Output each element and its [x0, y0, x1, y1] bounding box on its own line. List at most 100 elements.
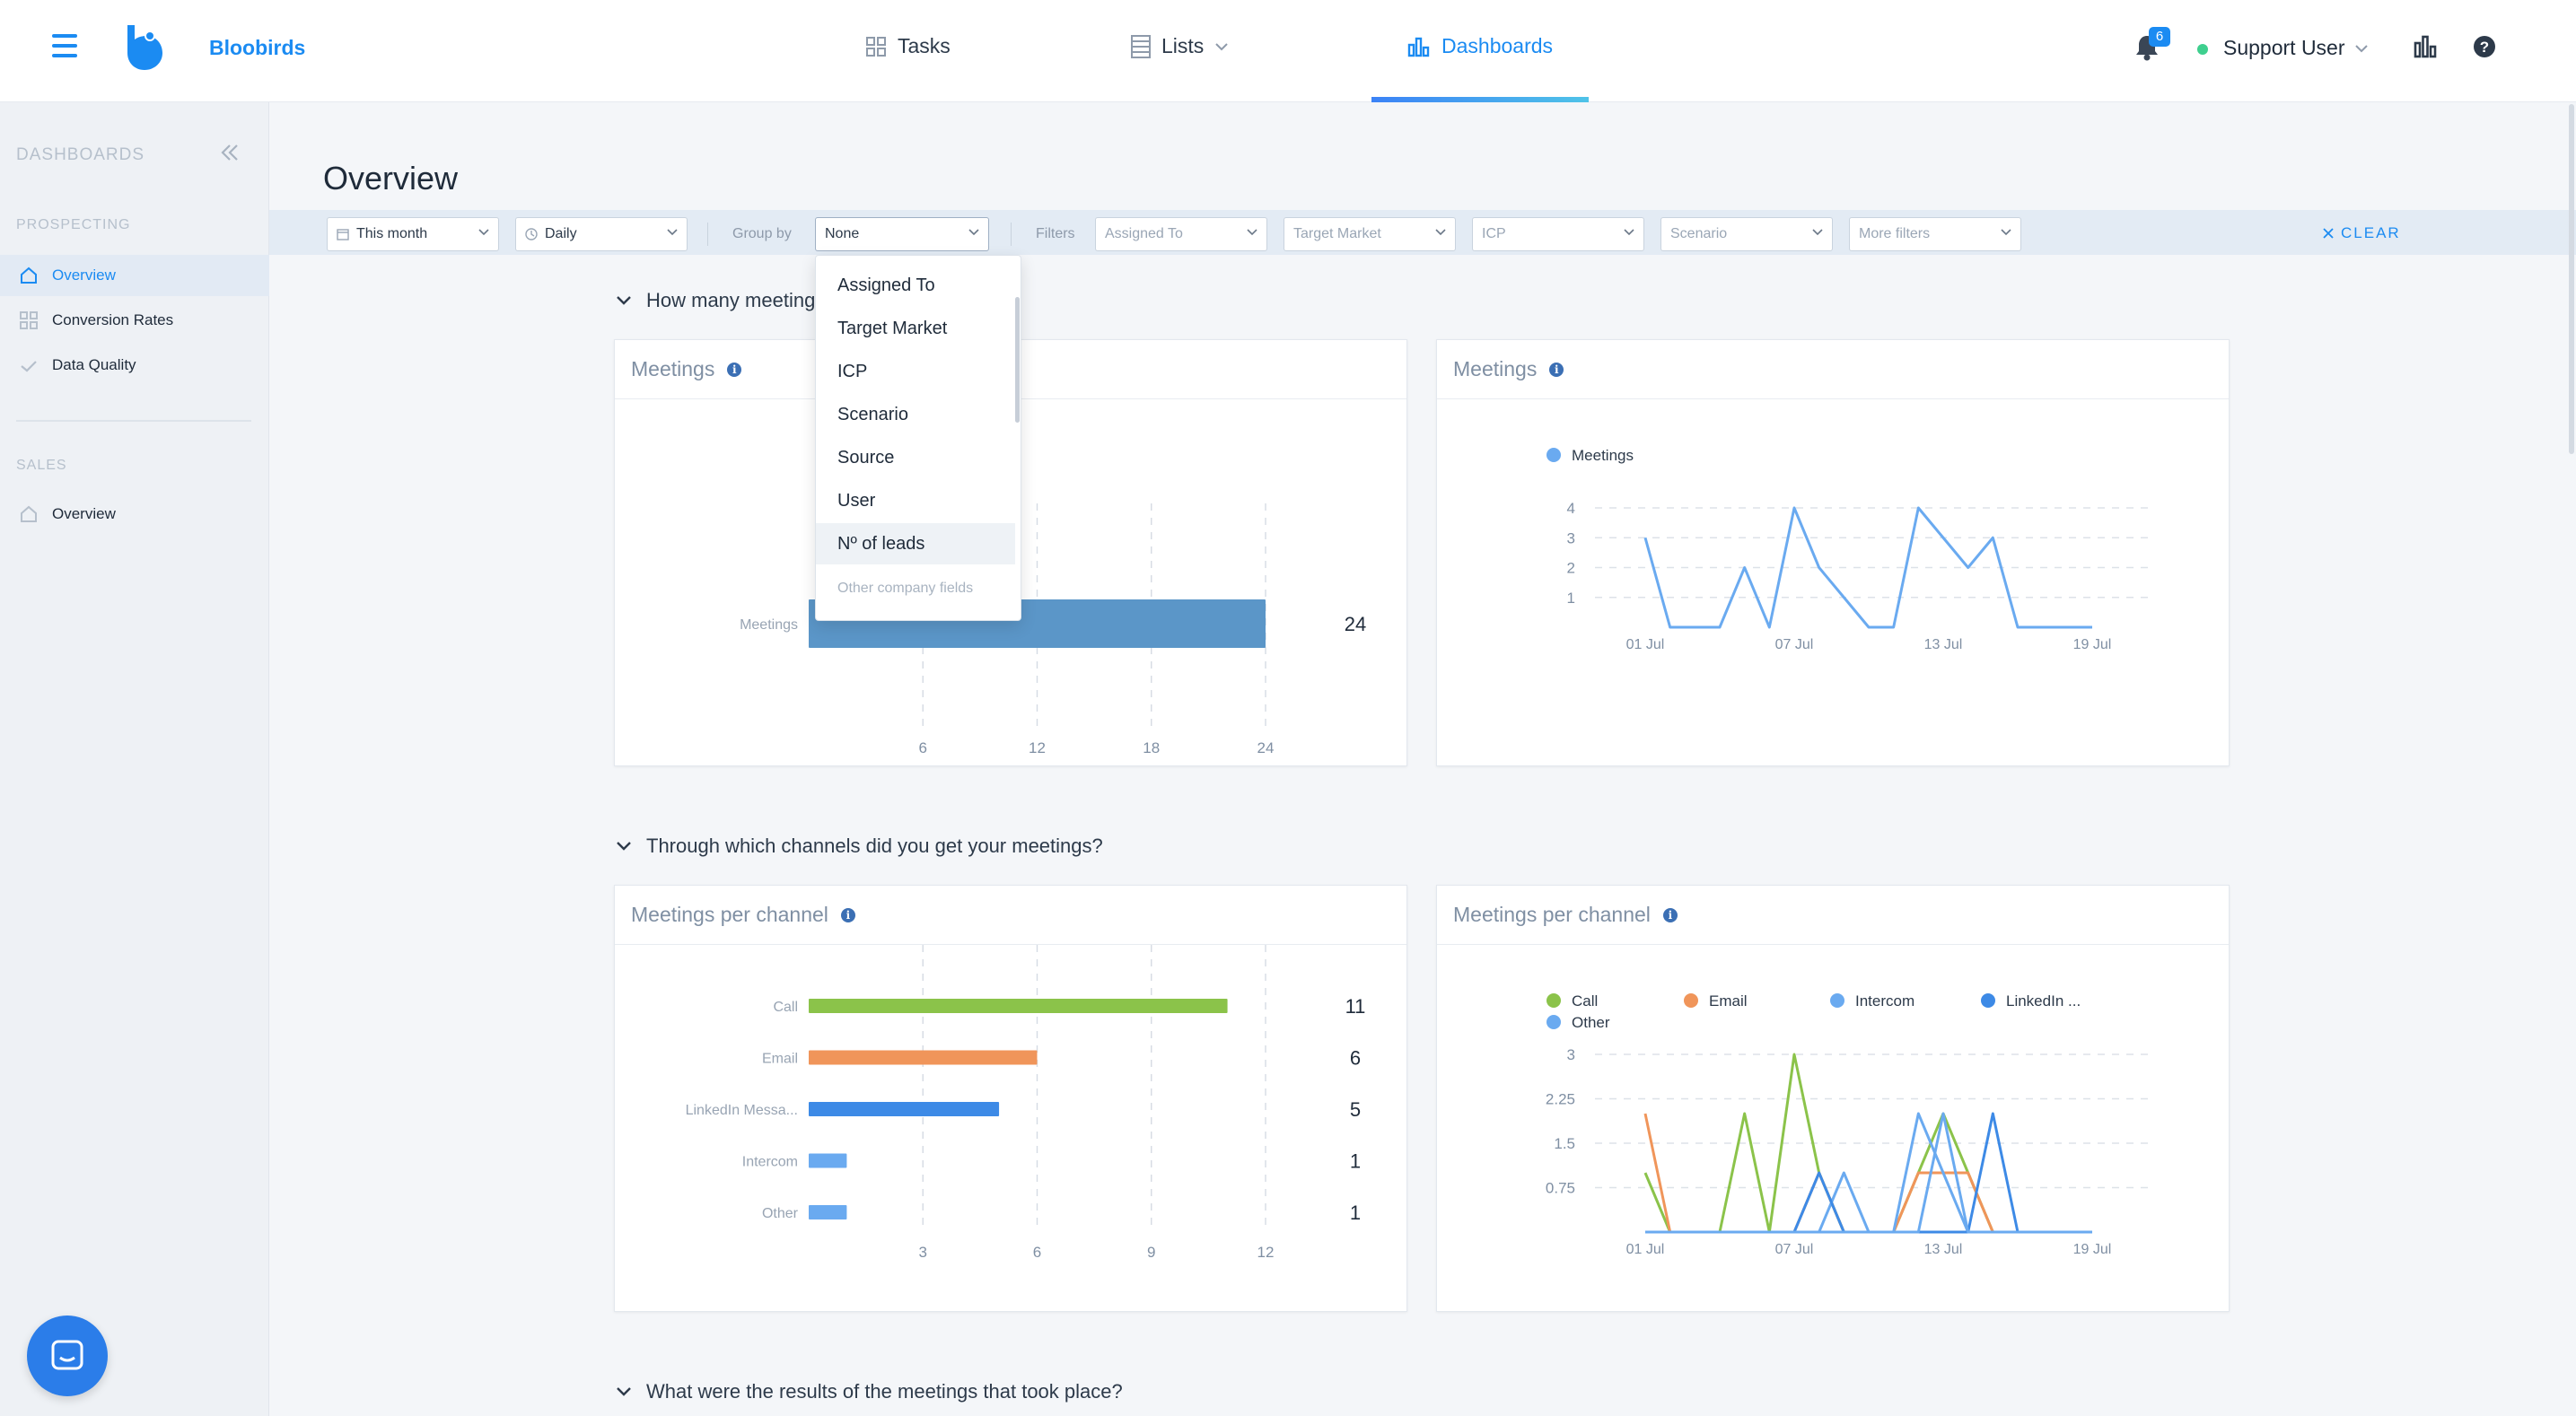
series-line-linkedin: [1645, 1112, 2092, 1234]
sidebar-item-data-quality[interactable]: Data Quality: [0, 345, 269, 386]
dropdown-option[interactable]: Source: [837, 447, 895, 468]
nav-tasks-label: Tasks: [898, 34, 951, 57]
svg-text:?: ?: [2480, 39, 2489, 56]
sidebar-section-prospecting: PROSPECTING: [16, 217, 131, 232]
info-icon[interactable]: i: [1549, 362, 1564, 377]
home-icon: [21, 505, 37, 522]
bar-chart-icon: [1407, 37, 1430, 57]
dropdown-option[interactable]: User: [837, 490, 876, 511]
sidebar-item-sales-overview[interactable]: Overview: [0, 494, 269, 535]
clear-filters-button[interactable]: CLEAR: [2323, 224, 2401, 242]
bloobirds-logo[interactable]: [126, 25, 163, 74]
card-header: Meetings per channel i: [615, 886, 1406, 945]
assigned-to-placeholder: Assigned To: [1105, 226, 1183, 241]
dropdown-option[interactable]: ICP: [837, 361, 868, 381]
info-icon[interactable]: i: [840, 907, 855, 922]
nav-lists[interactable]: Lists: [1131, 34, 1229, 58]
y-tick-label: 2: [1567, 560, 1575, 577]
scenario-placeholder: Scenario: [1670, 226, 1728, 241]
icp-placeholder: ICP: [1482, 226, 1506, 241]
nav-dashboards-label: Dashboards: [1441, 34, 1554, 57]
sidebar-title: DASHBOARDS: [16, 145, 145, 164]
icp-filter[interactable]: ICP: [1472, 217, 1644, 251]
legend-label: Intercom: [1855, 992, 1914, 1010]
legend-label: Email: [1709, 992, 1748, 1010]
y-tick-label: 1.5: [1554, 1135, 1575, 1152]
page-scrollbar[interactable]: [2569, 104, 2574, 454]
notification-badge: 6: [2149, 27, 2170, 47]
dropdown-scrollbar[interactable]: [1015, 297, 1020, 423]
group-by-value: None: [825, 226, 860, 241]
dropdown-option[interactable]: Assigned To: [837, 275, 935, 295]
section-toggle-meetings[interactable]: How many meetings: [616, 289, 825, 312]
nav-lists-label: Lists: [1161, 34, 1205, 57]
legend-marker: [1546, 993, 1561, 1008]
collapse-sidebar-icon[interactable]: [219, 142, 241, 168]
info-icon[interactable]: i: [727, 362, 742, 377]
x-tick-label: 13 Jul: [1924, 637, 1963, 652]
x-tick-label: 9: [1147, 1244, 1155, 1261]
group-by-select[interactable]: None: [815, 217, 989, 251]
section-toggle-results[interactable]: What were the results of the meetings th…: [616, 1380, 1123, 1403]
more-filters-placeholder: More filters: [1859, 226, 1931, 241]
date-range-select[interactable]: This month: [327, 217, 499, 251]
card-header: Meetings i: [1437, 340, 2229, 399]
y-tick-label: 3: [1567, 1046, 1575, 1063]
sidebar-item-label: Overview: [52, 505, 116, 522]
sidebar-item-label: Overview: [52, 267, 116, 284]
calendar-icon: [337, 229, 349, 240]
group-by-dropdown: Assigned To Target Market ICP Scenario S…: [815, 255, 1021, 621]
dropdown-option[interactable]: Scenario: [837, 404, 908, 424]
reports-icon[interactable]: [2413, 34, 2438, 64]
date-range-value: This month: [356, 226, 428, 241]
chevron-down-icon: [667, 229, 678, 236]
sidebar-item-overview[interactable]: Overview: [0, 255, 269, 296]
check-icon: [21, 361, 37, 372]
section-title: What were the results of the meetings th…: [646, 1380, 1123, 1403]
category-label: LinkedIn Messa...: [686, 1103, 798, 1118]
legend-marker: [1546, 448, 1561, 462]
x-tick-label: 6: [1033, 1244, 1041, 1261]
help-icon[interactable]: ?: [2472, 34, 2497, 64]
more-filters-select[interactable]: More filters: [1849, 217, 2021, 251]
chevron-down-icon: [617, 296, 631, 305]
chevron-down-icon: [1435, 229, 1446, 236]
category-label: Call: [773, 1000, 798, 1015]
legend-marker: [1684, 993, 1698, 1008]
active-tab-indicator: [1371, 97, 1589, 102]
category-label: Email: [762, 1052, 798, 1067]
dropdown-option-hovered[interactable]: Nº of leads: [816, 523, 1015, 564]
value-label: 5: [1350, 1098, 1361, 1121]
series-line-intercom: [1645, 1112, 2092, 1234]
section-toggle-channels[interactable]: Through which channels did you get your …: [616, 835, 1103, 858]
chat-launcher-button[interactable]: [27, 1315, 108, 1396]
menu-icon[interactable]: [52, 34, 77, 57]
user-name-label: Support User: [2223, 36, 2345, 59]
sidebar-item-conversion-rates[interactable]: Conversion Rates: [0, 300, 269, 341]
chevron-down-icon: [1812, 229, 1823, 236]
assigned-to-filter[interactable]: Assigned To: [1095, 217, 1267, 251]
brand-name[interactable]: Bloobirds: [209, 36, 306, 59]
clock-icon: [525, 228, 538, 240]
x-tick-label: 01 Jul: [1626, 1242, 1665, 1257]
x-tick-label: 19 Jul: [2073, 637, 2112, 652]
info-icon[interactable]: i: [1662, 907, 1678, 922]
dropdown-option[interactable]: Target Market: [837, 318, 948, 338]
chevron-down-icon: [617, 842, 631, 851]
nav-dashboards[interactable]: Dashboards: [1407, 34, 1553, 58]
granularity-select[interactable]: Daily: [515, 217, 688, 251]
nav-tasks[interactable]: Tasks: [865, 34, 951, 58]
value-label: 6: [1350, 1047, 1361, 1070]
bar: [809, 999, 1228, 1013]
y-tick-label: 1: [1567, 590, 1575, 607]
chevron-down-icon: [478, 229, 489, 236]
grid-icon: [866, 36, 886, 57]
target-market-filter[interactable]: Target Market: [1284, 217, 1456, 251]
value-label: 24: [1345, 613, 1366, 635]
chevron-down-icon: [1247, 229, 1257, 236]
y-tick-label: 3: [1567, 529, 1575, 546]
dropdown-group-header: Other company fields: [837, 581, 974, 596]
scenario-filter[interactable]: Scenario: [1660, 217, 1833, 251]
user-menu[interactable]: Support User: [2223, 36, 2369, 60]
